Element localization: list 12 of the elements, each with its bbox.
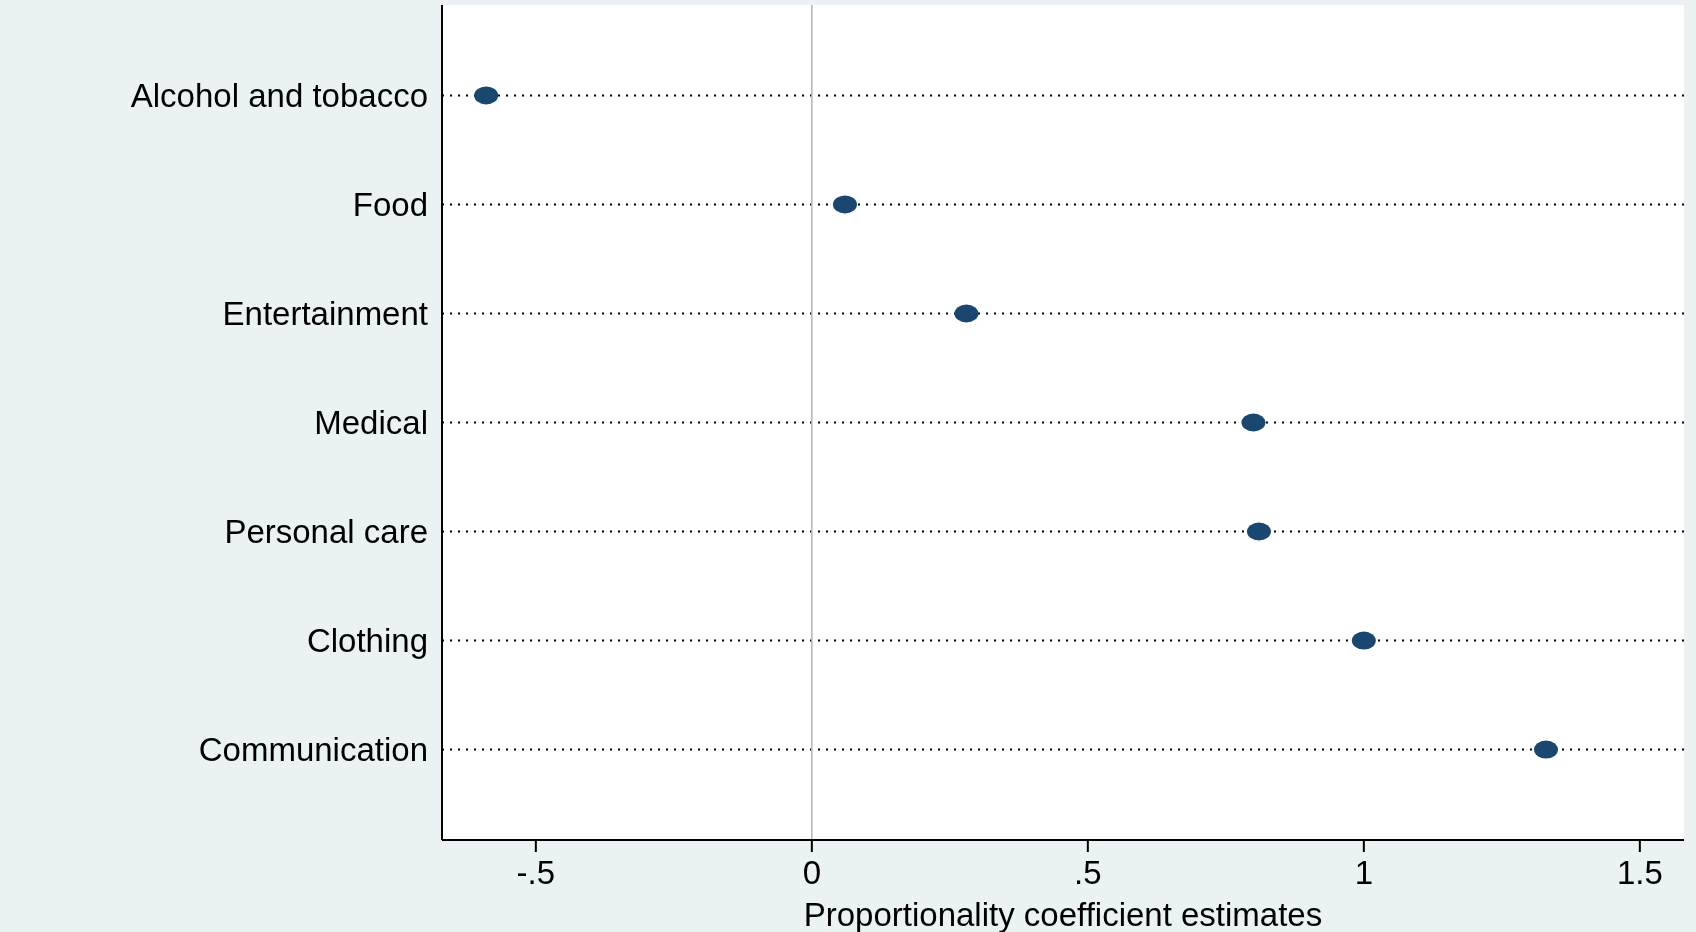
- y-tick-label: Clothing: [306, 622, 428, 660]
- y-tick-label: Food: [352, 186, 428, 224]
- x-tick-label: .5: [1074, 854, 1102, 891]
- y-tick-label: Communication: [198, 731, 428, 769]
- x-tick-label: 0: [802, 854, 822, 891]
- y-tick-label: Alcohol and tobacco: [130, 77, 428, 115]
- x-tick-label: 1: [1354, 854, 1374, 891]
- y-tick-label: Personal care: [224, 513, 428, 551]
- x-tick-label: 1.5: [1616, 854, 1663, 891]
- y-tick-label: Entertainment: [222, 295, 428, 333]
- y-tick-label: Medical: [314, 404, 428, 442]
- x-tick-label: -.5: [516, 854, 556, 891]
